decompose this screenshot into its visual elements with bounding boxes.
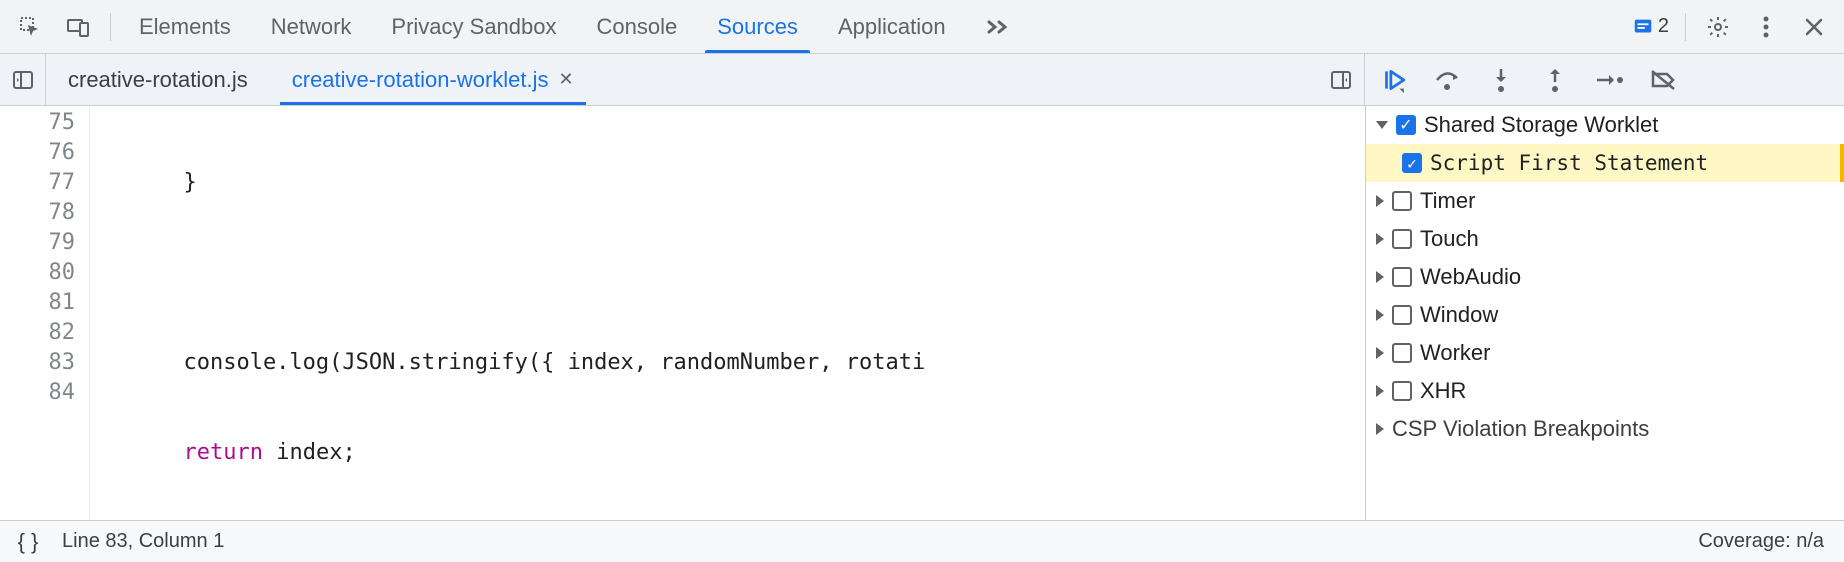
checkbox-unchecked[interactable] [1392, 229, 1412, 249]
devtools-toolbar: Elements Network Privacy Sandbox Console… [0, 0, 1844, 54]
code-line: return index; [104, 438, 1365, 468]
sources-body: 75 76 77 78 79 80 81 82 83 84 } console.… [0, 106, 1844, 520]
code-line: } [104, 168, 1365, 198]
cursor-position: Line 83, Column 1 [56, 530, 224, 553]
code-editor[interactable]: 75 76 77 78 79 80 81 82 83 84 } console.… [0, 106, 1365, 520]
breakpoint-group-touch[interactable]: Touch [1366, 220, 1844, 258]
sources-subbar: creative-rotation.js creative-rotation-w… [0, 54, 1844, 106]
collapse-icon[interactable] [1376, 347, 1384, 359]
checkbox-unchecked[interactable] [1392, 305, 1412, 325]
breakpoints-sidebar: ✓ Shared Storage Worklet ✓ Script First … [1365, 106, 1844, 520]
breakpoint-group-label: Worker [1420, 340, 1491, 366]
section-label: CSP Violation Breakpoints [1392, 416, 1649, 442]
issues-count: 2 [1658, 15, 1669, 38]
line-number[interactable]: 82 [0, 318, 75, 348]
debugger-controls [1365, 54, 1844, 105]
code-line [104, 258, 1365, 288]
step-into-icon[interactable] [1483, 62, 1519, 98]
checkbox-unchecked[interactable] [1392, 191, 1412, 211]
file-tab-creative-rotation[interactable]: creative-rotation.js [46, 54, 270, 105]
inspect-icon[interactable] [12, 9, 48, 45]
resume-icon[interactable] [1375, 62, 1411, 98]
breakpoint-group-webaudio[interactable]: WebAudio [1366, 258, 1844, 296]
close-tab-icon[interactable]: ✕ [559, 69, 574, 90]
line-number[interactable]: 75 [0, 108, 75, 138]
step-over-icon[interactable] [1429, 62, 1465, 98]
toolbar-divider [1685, 13, 1686, 41]
breakpoint-group-xhr[interactable]: XHR [1366, 372, 1844, 410]
breakpoint-group-label: Touch [1420, 226, 1479, 252]
code-line: console.log(JSON.stringify({ index, rand… [104, 348, 1365, 378]
tab-elements[interactable]: Elements [119, 0, 251, 53]
line-gutter: 75 76 77 78 79 80 81 82 83 84 [0, 106, 90, 520]
breakpoint-group-label: Window [1420, 302, 1498, 328]
device-toggle-icon[interactable] [60, 9, 96, 45]
tab-console[interactable]: Console [577, 0, 698, 53]
tab-network[interactable]: Network [251, 0, 372, 53]
checkbox-unchecked[interactable] [1392, 267, 1412, 287]
breakpoint-group-shared-storage-worklet[interactable]: ✓ Shared Storage Worklet [1366, 106, 1844, 144]
collapse-icon[interactable] [1376, 271, 1384, 283]
collapse-icon[interactable] [1376, 309, 1384, 321]
kebab-menu-icon[interactable] [1748, 9, 1784, 45]
collapse-icon[interactable] [1376, 233, 1384, 245]
breakpoint-group-window[interactable]: Window [1366, 296, 1844, 334]
file-tab-creative-rotation-worklet[interactable]: creative-rotation-worklet.js ✕ [270, 54, 596, 105]
code-content[interactable]: } console.log(JSON.stringify({ index, ra… [90, 106, 1365, 520]
line-number[interactable]: 83 [0, 348, 75, 378]
checkbox-unchecked[interactable] [1392, 343, 1412, 363]
tab-privacy-sandbox[interactable]: Privacy Sandbox [371, 0, 576, 53]
checkbox-checked[interactable]: ✓ [1396, 115, 1416, 135]
breakpoint-group-worker[interactable]: Worker [1366, 334, 1844, 372]
line-number[interactable]: 78 [0, 198, 75, 228]
line-number[interactable]: 84 [0, 378, 75, 408]
collapse-icon[interactable] [1376, 385, 1384, 397]
line-number[interactable]: 79 [0, 228, 75, 258]
deactivate-breakpoints-icon[interactable] [1645, 62, 1681, 98]
checkbox-unchecked[interactable] [1392, 381, 1412, 401]
breakpoint-script-first-statement[interactable]: ✓ Script First Statement [1366, 144, 1844, 182]
checkbox-checked[interactable]: ✓ [1402, 153, 1422, 173]
breakpoint-group-timer[interactable]: Timer [1366, 182, 1844, 220]
file-tab-label: creative-rotation.js [68, 67, 248, 93]
csp-breakpoints-section[interactable]: CSP Violation Breakpoints [1366, 410, 1844, 448]
breakpoint-group-label: Shared Storage Worklet [1424, 112, 1658, 138]
collapse-icon[interactable] [1376, 423, 1384, 435]
breakpoint-label: Script First Statement [1430, 151, 1708, 175]
tab-overflow[interactable] [966, 0, 1030, 53]
line-number[interactable]: 76 [0, 138, 75, 168]
close-devtools-icon[interactable] [1796, 9, 1832, 45]
pretty-print-icon[interactable]: { } [0, 529, 56, 555]
issues-badge[interactable]: 2 [1624, 15, 1677, 38]
toolbar-divider [110, 13, 111, 41]
settings-icon[interactable] [1700, 9, 1736, 45]
file-tab-bar: creative-rotation.js creative-rotation-w… [0, 54, 1365, 105]
expand-icon[interactable] [1376, 121, 1388, 129]
tab-sources[interactable]: Sources [697, 0, 818, 53]
breakpoint-group-label: WebAudio [1420, 264, 1521, 290]
debugger-toggle-icon[interactable] [1318, 68, 1364, 92]
breakpoint-group-label: Timer [1420, 188, 1475, 214]
breakpoint-group-label: XHR [1420, 378, 1466, 404]
tab-application[interactable]: Application [818, 0, 966, 53]
line-number[interactable]: 77 [0, 168, 75, 198]
navigator-toggle-icon[interactable] [0, 54, 46, 105]
coverage-status: Coverage: n/a [1698, 530, 1844, 553]
file-tab-label: creative-rotation-worklet.js [292, 67, 549, 93]
step-out-icon[interactable] [1537, 62, 1573, 98]
panel-tabs: Elements Network Privacy Sandbox Console… [119, 0, 1030, 53]
line-number[interactable]: 81 [0, 288, 75, 318]
step-icon[interactable] [1591, 62, 1627, 98]
collapse-icon[interactable] [1376, 195, 1384, 207]
editor-footer: { } Line 83, Column 1 Coverage: n/a [0, 520, 1844, 562]
line-number[interactable]: 80 [0, 258, 75, 288]
